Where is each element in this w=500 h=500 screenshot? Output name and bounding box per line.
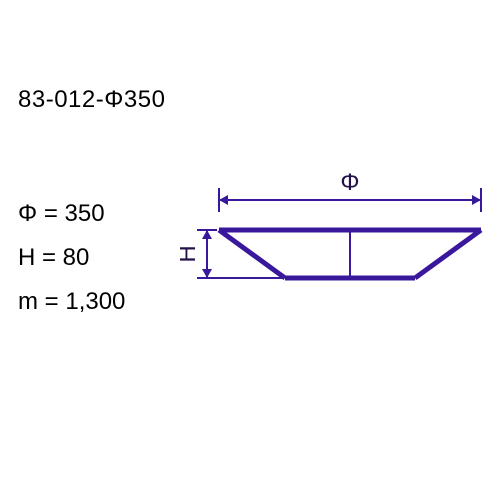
figure-canvas: 83-012-Φ350 Φ = 350 H = 80 m = 1,300 ΦH <box>0 0 500 500</box>
product-code: 83-012-Φ350 <box>18 86 165 114</box>
bowl-diagram: ΦH <box>180 160 490 310</box>
spec-phi: Φ = 350 <box>18 200 105 228</box>
spec-m: m = 1,300 <box>18 288 125 316</box>
spec-h: H = 80 <box>18 244 89 272</box>
svg-text:Φ: Φ <box>340 169 359 196</box>
svg-text:H: H <box>180 245 201 262</box>
